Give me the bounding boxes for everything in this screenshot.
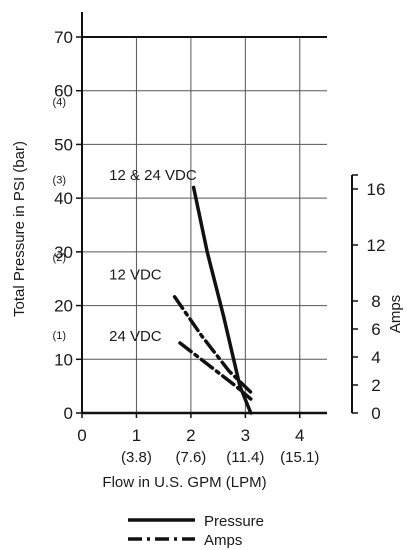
y2-tick-label: 2 xyxy=(371,376,380,395)
y-tick-label: 50 xyxy=(54,135,73,154)
y2-tick-label: 16 xyxy=(367,180,386,199)
x-tick-sublabel: (15.1) xyxy=(280,449,319,466)
x-tick-label: 2 xyxy=(186,426,195,445)
curve-annotation: 24 VDC xyxy=(109,328,162,345)
y-tick-label: 30 xyxy=(54,243,73,262)
x-axis-title: Flow in U.S. GPM (LPM) xyxy=(102,474,266,491)
y-tick-label: 10 xyxy=(54,350,73,369)
x-tick-label: 1 xyxy=(132,426,141,445)
y-tick-label: 20 xyxy=(54,297,73,316)
y2-tick-label: 0 xyxy=(371,404,380,423)
bar-tick-label: (3) xyxy=(53,174,66,186)
legend-label: Pressure xyxy=(204,513,264,530)
bar-tick-label: (4) xyxy=(53,96,66,108)
x-tick-label: 3 xyxy=(241,426,250,445)
legend: Pressure Amps xyxy=(128,513,264,549)
series-line-amps xyxy=(178,341,253,401)
y-tick-label: 70 xyxy=(54,28,73,47)
y2-tick-label: 8 xyxy=(371,292,380,311)
legend-label: Amps xyxy=(204,532,242,549)
x-tick-sublabel: (11.4) xyxy=(226,449,264,466)
x-tick-sublabel: (7.6) xyxy=(175,449,206,466)
y2-tick-label: 6 xyxy=(371,320,380,339)
x-tick-label: 4 xyxy=(295,426,304,445)
bar-tick-label: (2) xyxy=(53,252,66,264)
annotations: 12 & 24 VDC 12 VDC 24 VDC xyxy=(109,167,197,345)
x-tick-label: 0 xyxy=(77,426,86,445)
grid xyxy=(82,36,327,413)
series xyxy=(172,185,256,415)
curve-annotation: 12 VDC xyxy=(109,266,162,283)
y2-tick-label: 12 xyxy=(367,236,386,255)
series-line-amps xyxy=(172,295,256,397)
curve-annotation: 12 & 24 VDC xyxy=(109,167,197,184)
y-tick-label: 0 xyxy=(64,404,73,423)
axes xyxy=(76,12,358,418)
bar-tick-label: (1) xyxy=(53,330,66,342)
y2-tick-label: 4 xyxy=(371,348,380,367)
y-tick-label: 60 xyxy=(54,82,73,101)
series-line-pressure xyxy=(191,185,253,415)
x-tick-sublabel: (3.8) xyxy=(121,449,152,466)
y-axis-title: Total Pressure in PSI (bar) xyxy=(11,141,28,317)
y2-axis-title: Amps xyxy=(387,295,404,333)
y-tick-label: 40 xyxy=(54,189,73,208)
